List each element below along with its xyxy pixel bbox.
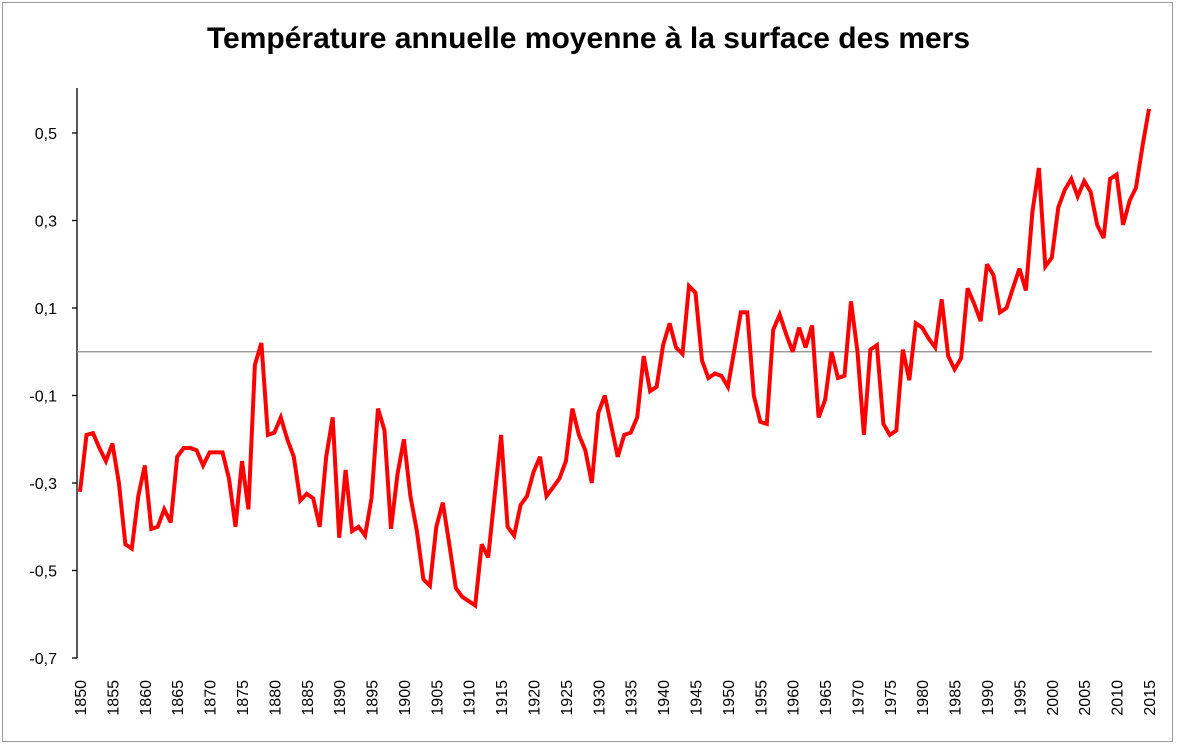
- x-tick-label: 1910: [462, 680, 479, 716]
- x-tick-label: 1930: [591, 680, 608, 716]
- x-tick-label: 1900: [397, 680, 414, 716]
- x-tick-label: 1945: [688, 680, 705, 716]
- y-tick-label: -0,5: [29, 564, 57, 581]
- y-tick-label: 0,1: [35, 301, 57, 318]
- x-tick-label: 1860: [138, 680, 155, 716]
- y-tick-label: -0,1: [29, 389, 57, 406]
- x-tick-label: 1950: [721, 680, 738, 716]
- y-tick-label: 0,5: [35, 126, 57, 143]
- x-tick-label: 1850: [73, 680, 90, 716]
- x-tick-label: 1875: [235, 680, 252, 716]
- x-tick-label: 2015: [1142, 680, 1159, 716]
- x-tick-label: 1955: [753, 680, 770, 716]
- y-axis: -0,7 -0,5 -0,3 -0,1 0,1 0,3 0,5: [29, 88, 78, 668]
- x-tick-label: 1940: [656, 680, 673, 716]
- y-tick-label: -0,3: [29, 476, 57, 493]
- x-tick-label: 1885: [300, 680, 317, 716]
- x-tick-label: 1880: [267, 680, 284, 716]
- x-tick-label: 1915: [494, 680, 511, 716]
- x-tick-label: 1890: [332, 680, 349, 716]
- x-tick-label: 2005: [1077, 680, 1094, 716]
- y-tick-label: -0,7: [29, 651, 57, 668]
- x-tick-label: 1995: [1012, 680, 1029, 716]
- x-tick-label: 1960: [786, 680, 803, 716]
- x-tick-label: 1970: [850, 680, 867, 716]
- x-tick-label: 1985: [948, 680, 965, 716]
- series-line: [78, 108, 1151, 610]
- x-tick-label: 1865: [170, 680, 187, 716]
- x-tick-label: 1980: [915, 680, 932, 716]
- x-tick-label: 1935: [624, 680, 641, 716]
- x-tick-label: 1990: [980, 680, 997, 716]
- x-tick-label: 1920: [527, 680, 544, 716]
- x-tick-label: 1855: [105, 680, 122, 716]
- x-tick-label: 2000: [1045, 680, 1062, 716]
- x-tick-label: 1895: [365, 680, 382, 716]
- x-tick-label: 1905: [429, 680, 446, 716]
- x-axis: 1850 1855 1860 1865 1870 1875 1880 1885 1890 1895…: [73, 680, 1159, 716]
- x-tick-label: 1975: [883, 680, 900, 716]
- x-tick-label: 1925: [559, 680, 576, 716]
- chart-title: Température annuelle moyenne à la surfac…: [206, 22, 971, 55]
- y-tick-label: 0,3: [35, 214, 57, 231]
- x-tick-label: 1965: [818, 680, 835, 716]
- x-tick-label: 2010: [1110, 680, 1127, 716]
- series-temperature: [78, 108, 1151, 610]
- x-tick-label: 1870: [203, 680, 220, 716]
